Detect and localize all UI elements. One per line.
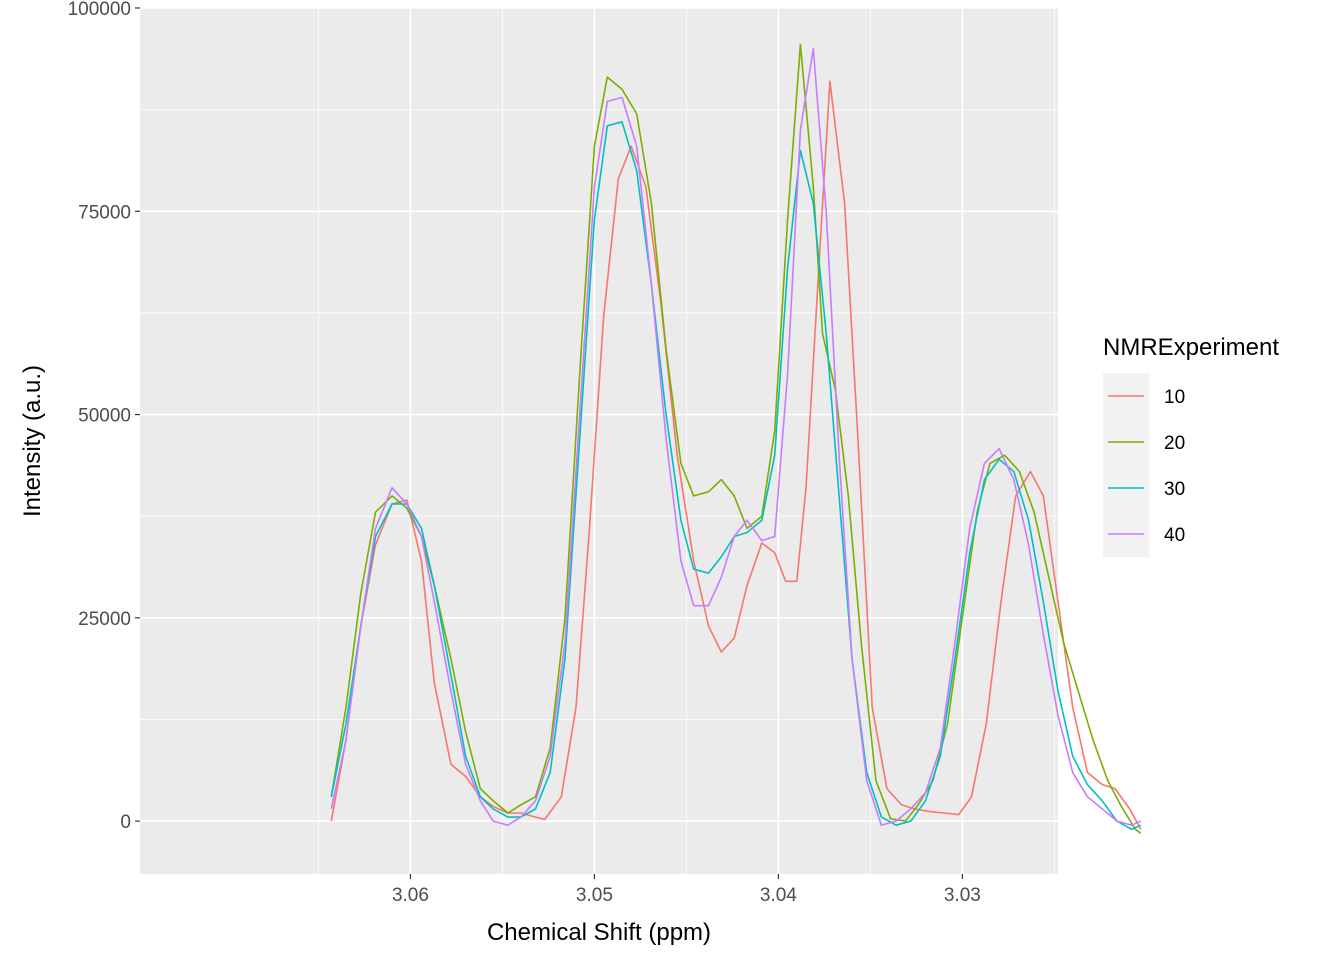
legend-title: NMRExperiment bbox=[1103, 334, 1279, 361]
x-tick-label: 3.05 bbox=[576, 885, 613, 906]
y-axis: 0 25000 50000 75000 100000 bbox=[68, 0, 140, 833]
x-tick-label: 3.03 bbox=[944, 885, 981, 906]
x-axis: 3.06 3.05 3.04 3.03 bbox=[392, 874, 981, 906]
y-tick-label: 0 bbox=[120, 812, 131, 833]
x-axis-title: Chemical Shift (ppm) bbox=[487, 919, 711, 946]
legend-label-10: 10 bbox=[1164, 387, 1185, 408]
legend-label-40: 40 bbox=[1164, 525, 1185, 546]
legend-label-30: 30 bbox=[1164, 479, 1185, 500]
grid-minor bbox=[140, 8, 1058, 874]
y-axis-title: Intensity (a.u.) bbox=[19, 365, 46, 517]
y-tick-label: 25000 bbox=[78, 609, 131, 630]
series-line-40 bbox=[330, 47, 1142, 826]
x-tick-label: 3.06 bbox=[392, 885, 429, 906]
plot-panel bbox=[140, 8, 1058, 874]
y-tick-label: 100000 bbox=[68, 0, 131, 20]
x-tick-label: 3.04 bbox=[760, 885, 797, 906]
series-line-20 bbox=[330, 43, 1142, 834]
legend: NMRExperiment 10 20 30 40 bbox=[1103, 334, 1279, 557]
y-tick-label: 50000 bbox=[78, 406, 131, 427]
y-tick-label: 75000 bbox=[78, 202, 131, 223]
legend-label-20: 20 bbox=[1164, 433, 1185, 454]
legend-key-background bbox=[1103, 373, 1149, 557]
legend-items: 10 20 30 40 bbox=[1108, 387, 1185, 546]
series-layer bbox=[330, 43, 1142, 834]
